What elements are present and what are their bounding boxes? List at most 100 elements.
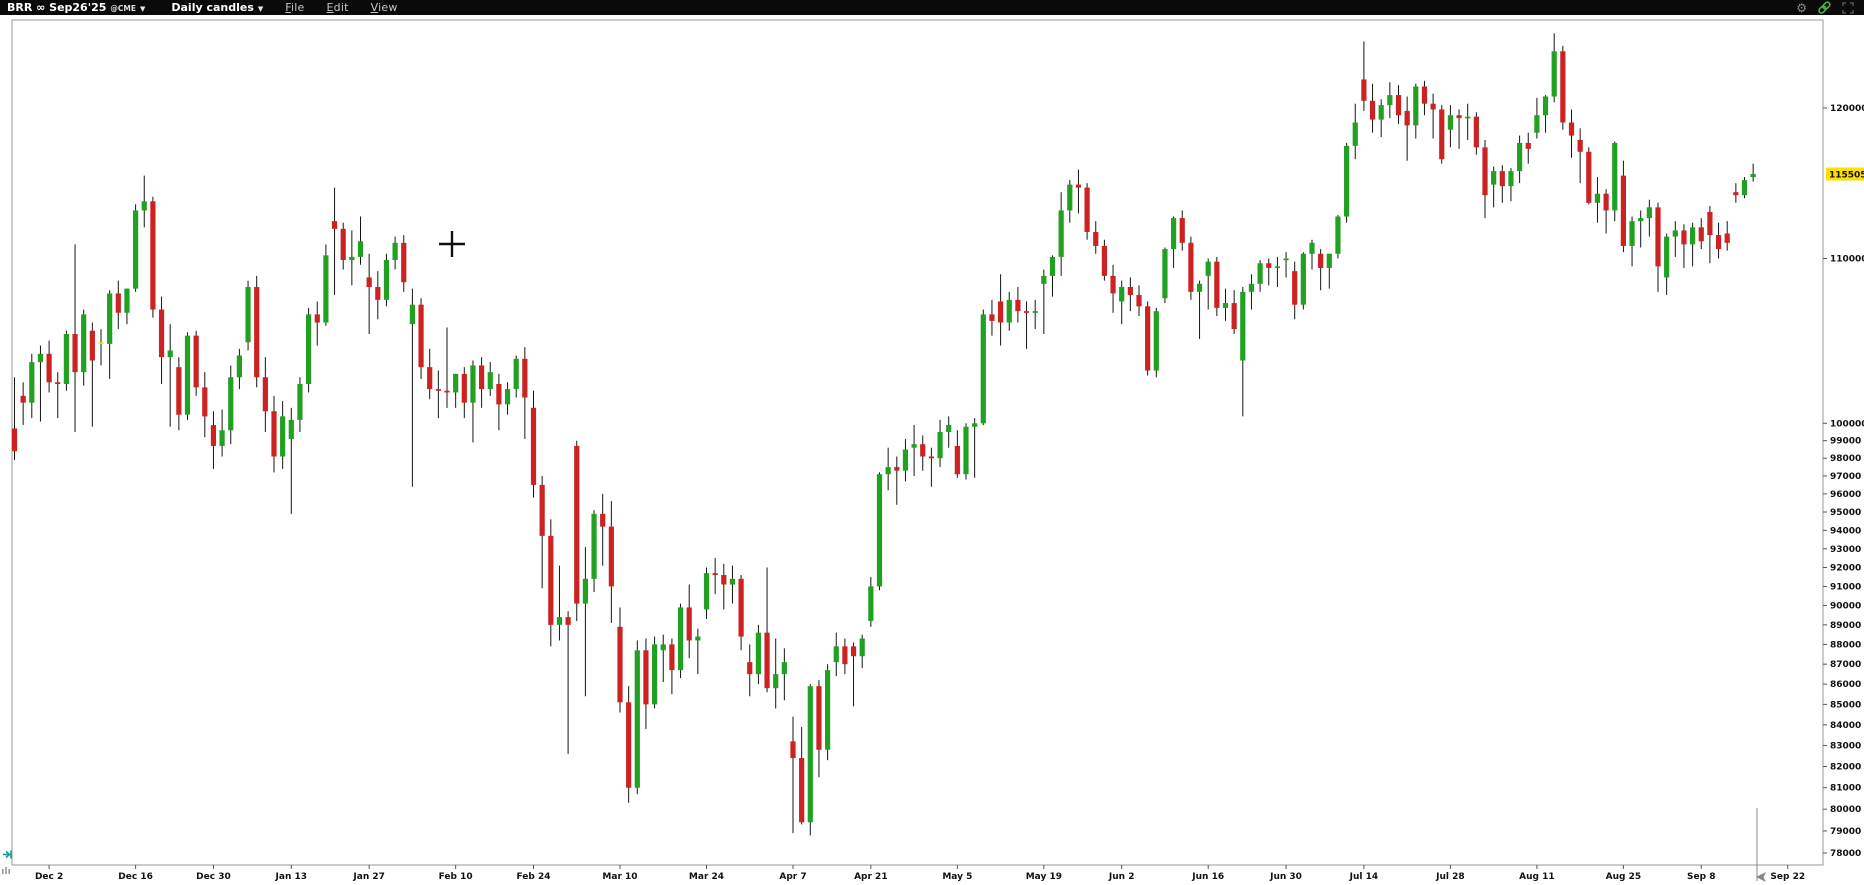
candle[interactable]	[158, 309, 165, 358]
candle[interactable]	[409, 304, 415, 325]
candle[interactable]	[989, 314, 995, 321]
candle[interactable]	[1638, 218, 1644, 222]
candle[interactable]	[1646, 207, 1652, 219]
candle[interactable]	[46, 353, 52, 383]
candle[interactable]	[1707, 211, 1713, 236]
candle[interactable]	[574, 445, 580, 604]
candle[interactable]	[383, 260, 390, 300]
candle[interactable]	[1274, 266, 1280, 269]
frame-icon[interactable]	[1842, 1, 1854, 14]
candle[interactable]	[1127, 287, 1133, 296]
candle[interactable]	[1404, 110, 1410, 126]
candle[interactable]	[1179, 218, 1185, 243]
candle[interactable]	[366, 277, 372, 288]
candle[interactable]	[37, 353, 44, 363]
candle[interactable]	[695, 636, 701, 641]
candle[interactable]	[124, 288, 130, 313]
candle[interactable]	[1750, 174, 1756, 178]
candle[interactable]	[928, 456, 934, 459]
menu-edit[interactable]: Edit	[326, 1, 349, 14]
candle[interactable]	[202, 387, 208, 417]
candle[interactable]	[392, 242, 398, 261]
candle[interactable]	[790, 741, 796, 759]
candle[interactable]	[1491, 171, 1497, 185]
candle[interactable]	[1015, 299, 1021, 312]
candle[interactable]	[902, 449, 909, 471]
candle[interactable]	[1586, 151, 1592, 203]
candle[interactable]	[1560, 51, 1566, 123]
candle[interactable]	[1032, 311, 1038, 313]
candle[interactable]	[1136, 295, 1142, 307]
candle[interactable]	[1447, 115, 1453, 130]
candle[interactable]	[150, 201, 156, 310]
candle[interactable]	[357, 241, 364, 257]
candle[interactable]	[1084, 187, 1090, 232]
candle[interactable]	[55, 382, 61, 384]
candle[interactable]	[850, 646, 857, 657]
candle[interactable]	[63, 333, 69, 384]
candle[interactable]	[1715, 235, 1722, 250]
candle[interactable]	[617, 626, 623, 703]
candle[interactable]	[1724, 233, 1730, 243]
gear-icon[interactable]: ⚙	[1796, 0, 1807, 15]
candle[interactable]	[634, 650, 640, 788]
candle[interactable]	[496, 383, 502, 405]
candle[interactable]	[833, 646, 839, 663]
candle[interactable]	[1041, 275, 1047, 284]
candle[interactable]	[453, 373, 459, 393]
candle[interactable]	[1741, 180, 1748, 196]
candle[interactable]	[963, 426, 969, 475]
candle[interactable]	[565, 617, 571, 625]
candle[interactable]	[262, 377, 268, 412]
candle[interactable]	[401, 242, 407, 283]
candle[interactable]	[842, 646, 848, 665]
candle[interactable]	[1049, 256, 1056, 276]
candle[interactable]	[141, 201, 147, 211]
candle[interactable]	[522, 358, 528, 398]
candle[interactable]	[669, 644, 675, 671]
candle[interactable]	[816, 686, 822, 750]
candle[interactable]	[738, 578, 744, 637]
candle[interactable]	[1300, 253, 1306, 305]
candle[interactable]	[107, 293, 113, 344]
candle[interactable]	[219, 430, 225, 446]
candle[interactable]	[1344, 145, 1350, 217]
candle[interactable]	[1395, 95, 1402, 116]
candle[interactable]	[1733, 192, 1739, 196]
candle[interactable]	[1620, 175, 1626, 246]
candle[interactable]	[271, 411, 277, 457]
candle[interactable]	[20, 395, 26, 403]
candle[interactable]	[461, 373, 467, 403]
candle[interactable]	[1378, 105, 1384, 120]
candle[interactable]	[11, 428, 18, 452]
candle[interactable]	[1690, 227, 1696, 245]
candle[interactable]	[591, 513, 597, 579]
candle[interactable]	[1508, 171, 1514, 187]
candle[interactable]	[729, 578, 736, 585]
candle[interactable]	[470, 365, 476, 403]
candle[interactable]	[1534, 115, 1540, 133]
candle[interactable]	[660, 644, 666, 651]
candle[interactable]	[1577, 140, 1583, 152]
candle[interactable]	[288, 419, 294, 439]
candle[interactable]	[184, 335, 191, 415]
candle[interactable]	[1171, 218, 1177, 250]
candle[interactable]	[548, 535, 554, 625]
candle[interactable]	[582, 578, 588, 604]
candle[interactable]	[1499, 171, 1505, 187]
mini-bars-icon[interactable]	[2, 860, 12, 879]
candle[interactable]	[1672, 230, 1678, 237]
candle[interactable]	[1387, 95, 1393, 106]
candle[interactable]	[539, 484, 545, 536]
candle[interactable]	[885, 467, 891, 475]
candle[interactable]	[1257, 263, 1263, 284]
candle[interactable]	[1205, 261, 1211, 276]
candle[interactable]	[937, 431, 943, 459]
candle[interactable]	[1413, 86, 1419, 126]
candle[interactable]	[1196, 283, 1203, 292]
menu-view[interactable]: View	[370, 1, 398, 14]
candle[interactable]	[418, 304, 424, 368]
candle[interactable]	[1369, 100, 1376, 120]
candle[interactable]	[954, 445, 960, 475]
menu-file[interactable]: File	[285, 1, 305, 14]
